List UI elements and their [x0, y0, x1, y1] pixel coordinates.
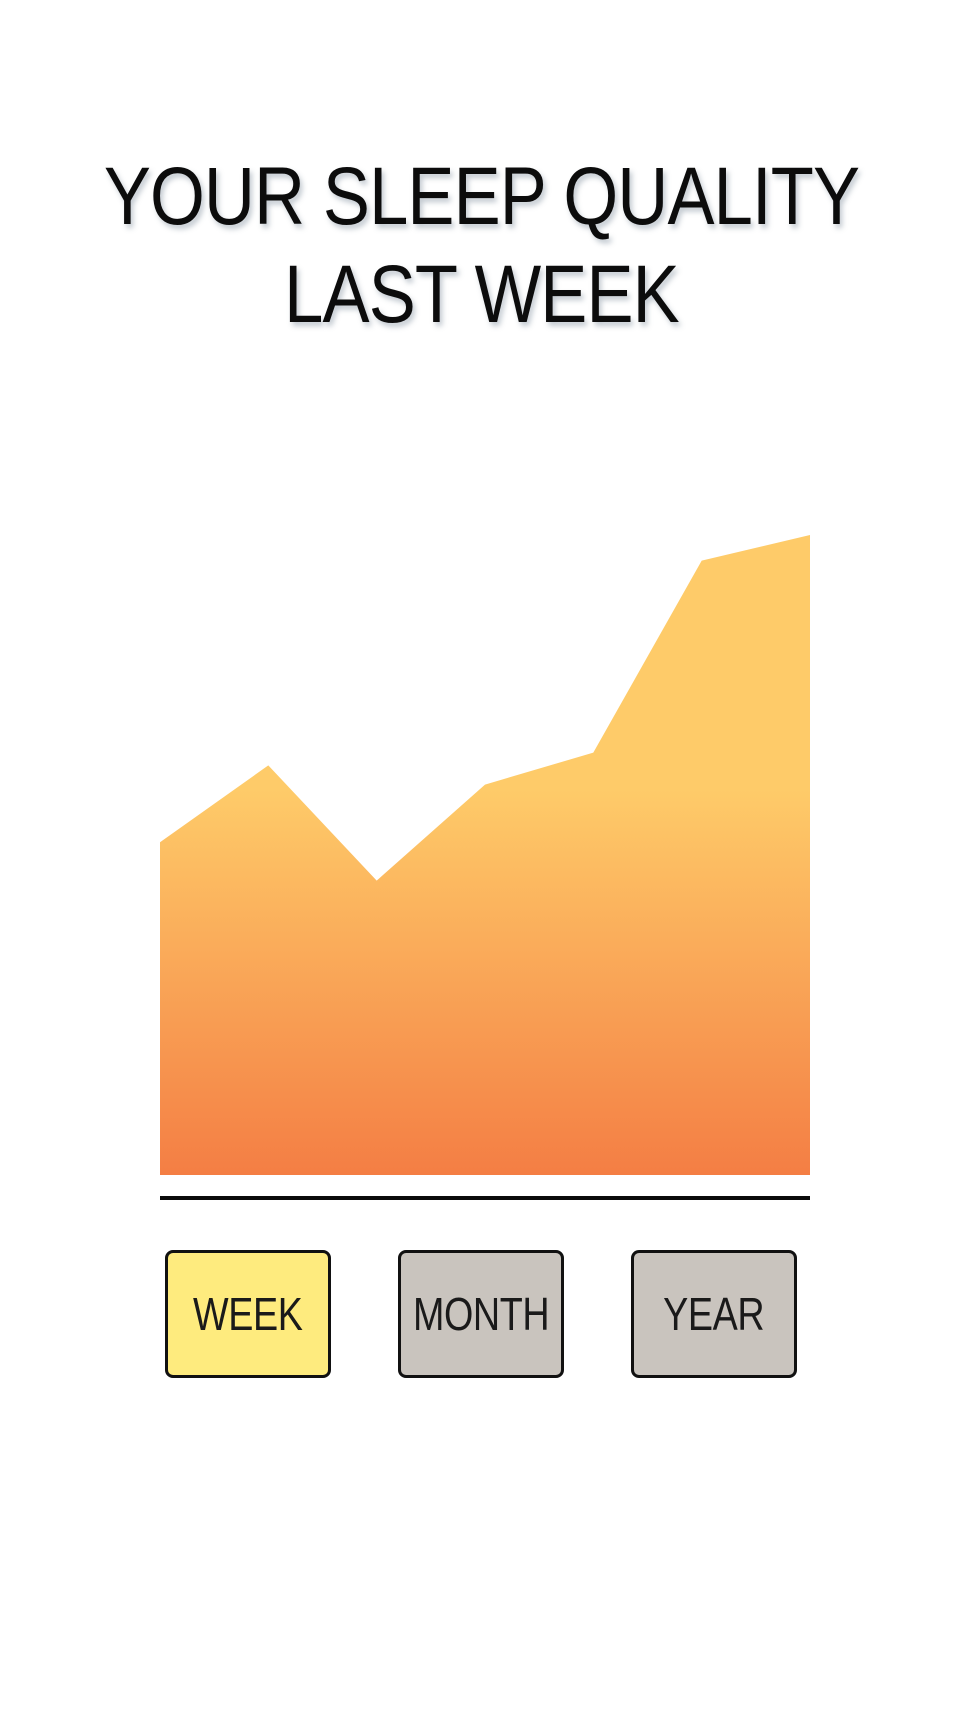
period-tabs: WEEK MONTH YEAR	[0, 1250, 963, 1378]
data-point-6	[701, 560, 703, 562]
data-points	[159, 534, 811, 882]
data-point-5	[592, 752, 594, 754]
tab-week-label: WEEK	[193, 1288, 303, 1340]
title-line-2: LAST WEEK	[284, 249, 679, 340]
tab-year-label: YEAR	[663, 1288, 765, 1340]
sleep-area	[160, 535, 810, 1175]
tab-month[interactable]: MONTH	[398, 1250, 564, 1378]
data-point-2	[267, 764, 269, 766]
tab-week[interactable]: WEEK	[165, 1250, 331, 1378]
tab-month-label: MONTH	[412, 1288, 550, 1340]
data-point-1	[159, 841, 161, 843]
data-point-4	[484, 784, 486, 786]
tab-year[interactable]: YEAR	[631, 1250, 797, 1378]
title-line-1: YOUR SLEEP QUALITY	[103, 151, 860, 242]
data-point-7	[809, 534, 811, 536]
chart-baseline	[160, 1196, 810, 1200]
data-point-3	[376, 880, 378, 882]
page-title: YOUR SLEEP QUALITY LAST WEEK	[67, 148, 895, 344]
